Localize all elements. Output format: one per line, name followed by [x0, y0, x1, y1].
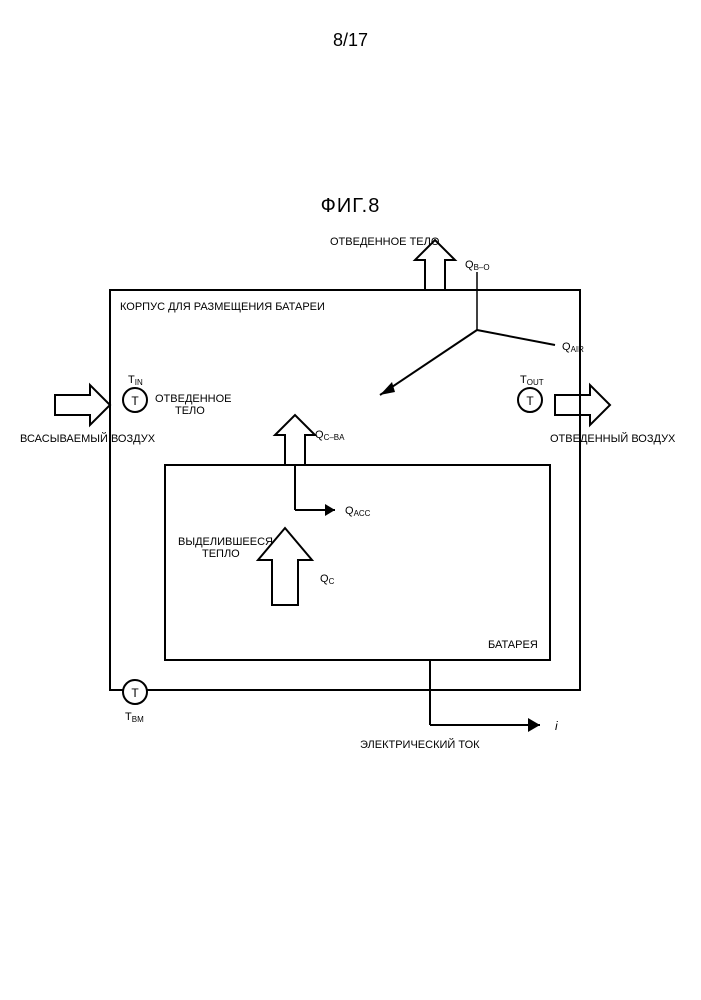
- exhaust-air-label: ОТВЕДЕННЫЙ ВОЗДУХ: [550, 432, 676, 445]
- q-acc-label: QACC: [345, 505, 371, 518]
- intake-air-label: ВСАСЫВАЕМЫЙ ВОЗДУХ: [20, 432, 156, 445]
- current-var: i: [555, 719, 558, 733]
- tout-label: TOUT: [520, 374, 544, 387]
- q-acc-arrow: [295, 465, 335, 516]
- battery-box: [165, 465, 550, 660]
- tin-glyph: T: [131, 394, 139, 408]
- intake-air-arrow: [55, 385, 110, 425]
- tin-label: TIN: [128, 374, 143, 387]
- q-c-ba-arrow: [275, 415, 315, 465]
- q-c-ba-label: ОТВЕДЕННОЕ ТЕЛО: [155, 393, 235, 417]
- q-b-o-top-label: ОТВЕДЕННОЕ ТЕЛО: [330, 236, 440, 248]
- enclosure-label: КОРПУС ДЛЯ РАЗМЕЩЕНИЯ БАТАРЕИ: [120, 301, 325, 313]
- exhaust-air-arrow: [555, 385, 610, 425]
- current-arrow: [430, 660, 540, 732]
- q-b-o-symbol: QB–O: [465, 259, 490, 272]
- enclosure-box: [110, 290, 580, 690]
- tbm-glyph: T: [131, 686, 139, 700]
- tbm-label: TBM: [125, 711, 144, 724]
- battery-label: БАТАРЕЯ: [488, 639, 538, 651]
- q-c-ba-symbol: QC–BA: [315, 429, 345, 442]
- diagram-svg: КОРПУС ДЛЯ РАЗМЕЩЕНИЯ БАТАРЕИ БАТАРЕЯ ВС…: [0, 0, 701, 1000]
- page: 8/17 ФИГ.8 КОРПУС ДЛЯ РАЗМЕЩЕНИЯ БАТАРЕИ…: [0, 0, 701, 1000]
- q-c-symbol: QC: [320, 573, 335, 586]
- tout-glyph: T: [526, 394, 534, 408]
- current-label: ЭЛЕКТРИЧЕСКИЙ ТОК: [360, 738, 480, 751]
